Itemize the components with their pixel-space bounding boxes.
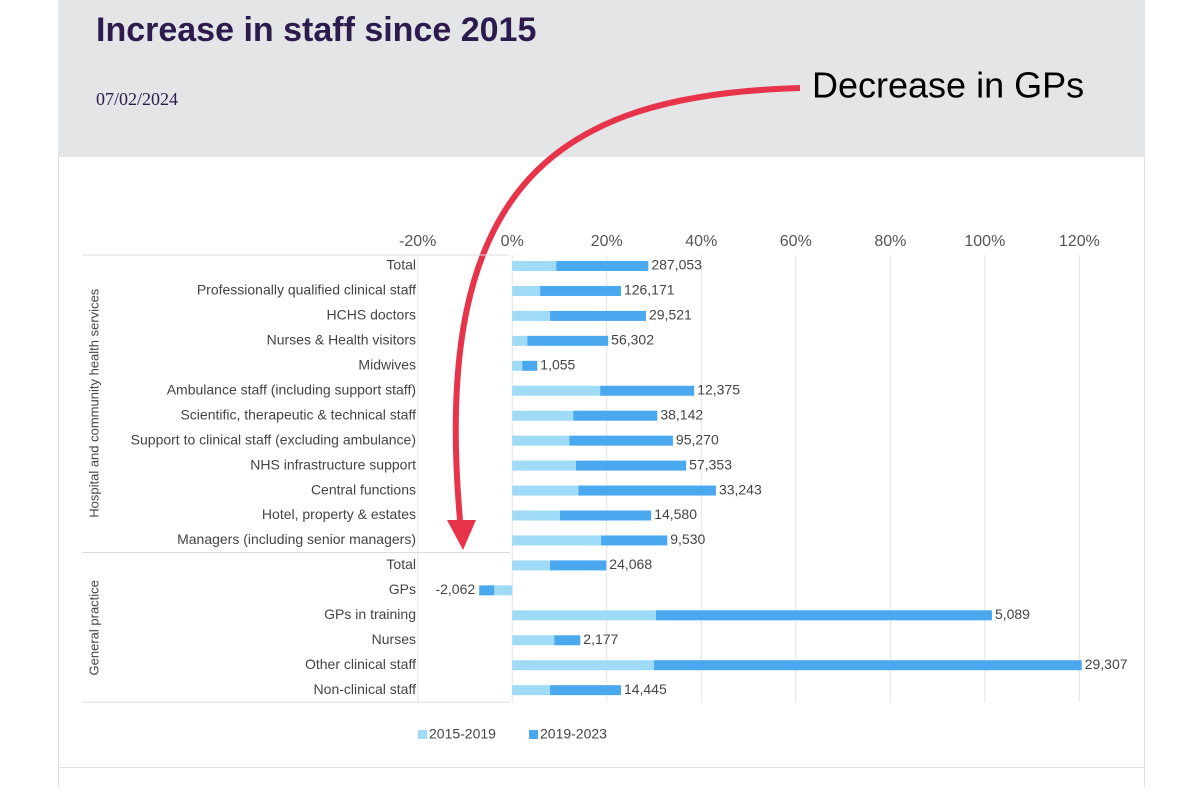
group-label: General practice: [86, 580, 101, 675]
bar-label: 33,243: [719, 481, 762, 497]
bar: [512, 560, 551, 571]
x-tick-label: 100%: [964, 233, 1005, 250]
bar: [601, 535, 668, 546]
bar-label: 14,445: [624, 681, 667, 697]
bar: [479, 585, 495, 596]
bar: [578, 485, 716, 496]
x-tick-label: -20%: [399, 233, 436, 250]
category-label: Scientific, therapeutic & technical staf…: [180, 406, 416, 422]
legend-swatch: [529, 730, 538, 739]
bar-label: 12,375: [697, 381, 740, 397]
x-tick-label: 20%: [591, 233, 623, 250]
bar-label: 2,177: [583, 631, 618, 647]
bar: [576, 460, 687, 471]
bar: [569, 435, 673, 446]
bar: [554, 635, 581, 646]
bar-label: 57,353: [689, 456, 732, 472]
bar: [540, 285, 621, 296]
category-label: Nurses: [372, 631, 416, 647]
bar: [512, 410, 574, 421]
bar-label: 9,530: [670, 531, 705, 547]
group-label: Hospital and community health services: [86, 288, 101, 518]
bar-label: 126,171: [624, 282, 675, 298]
category-label: Hotel, property & estates: [262, 506, 416, 522]
arrow-head: [447, 520, 476, 550]
category-label: GPs: [389, 581, 416, 597]
category-label: Total: [386, 257, 416, 273]
category-label: HCHS doctors: [327, 307, 416, 323]
category-label: Ambulance staff (including support staff…: [167, 381, 416, 397]
bar-label: 29,307: [1085, 656, 1128, 672]
bar: [512, 335, 528, 346]
annotation-arrow: [452, 85, 801, 521]
bar: [527, 335, 609, 346]
x-tick-label: 0%: [501, 233, 524, 250]
header-bg: [58, 0, 1145, 157]
bar-label: 24,068: [609, 556, 652, 572]
bar: [512, 261, 557, 271]
bar-label: 95,270: [676, 431, 719, 447]
bar-label: 14,580: [654, 506, 697, 522]
bar-label: 38,142: [660, 406, 703, 422]
bar: [600, 385, 695, 396]
bar: [512, 385, 601, 396]
legend-label: 2015-2019: [429, 726, 496, 742]
annotation: Decrease in GPs: [812, 65, 1084, 106]
bar: [550, 310, 646, 321]
bar: [512, 310, 551, 321]
bar-label: 56,302: [611, 332, 654, 348]
bar: [550, 685, 621, 696]
bar: [573, 410, 658, 421]
bar-label: -2,062: [435, 581, 475, 597]
category-label: Nurses & Health visitors: [267, 332, 416, 348]
bar-label: 287,053: [651, 257, 702, 273]
category-label: Other clinical staff: [305, 656, 416, 672]
category-label: Non-clinical staff: [314, 681, 417, 697]
category-label: Professionally qualified clinical staff: [197, 282, 416, 298]
bar: [655, 610, 992, 621]
category-label: NHS infrastructure support: [250, 456, 416, 472]
bar: [550, 560, 607, 571]
bar: [512, 610, 656, 621]
bar: [512, 510, 560, 521]
x-tick-label: 80%: [874, 233, 906, 250]
bar: [512, 535, 602, 546]
page-title: Increase in staff since 2015: [96, 11, 536, 49]
bar-label: 29,521: [649, 307, 692, 323]
bar: [512, 685, 551, 696]
bar: [556, 261, 649, 271]
category-label: Midwives: [358, 357, 416, 373]
x-tick-label: 120%: [1059, 233, 1100, 250]
bar-label: 1,055: [540, 357, 575, 373]
bar: [522, 360, 538, 371]
bar: [559, 510, 652, 521]
bar: [512, 635, 555, 646]
bar: [512, 460, 577, 471]
page-date: 07/02/2024: [96, 89, 178, 109]
category-label: GPs in training: [324, 606, 416, 622]
bar-label: 5,089: [995, 606, 1030, 622]
bar: [512, 660, 655, 671]
legend-swatch: [418, 730, 427, 739]
legend-label: 2019-2023: [540, 726, 607, 742]
x-tick-label: 60%: [780, 233, 812, 250]
bar: [512, 435, 570, 446]
category-label: Central functions: [311, 481, 416, 497]
bar: [512, 485, 579, 496]
bar: [512, 285, 541, 296]
bar: [494, 585, 513, 596]
x-tick-label: 40%: [685, 233, 717, 250]
category-label: Total: [386, 556, 416, 572]
bar: [512, 360, 523, 371]
category-label: Support to clinical staff (excluding amb…: [131, 431, 416, 447]
category-label: Managers (including senior managers): [177, 531, 416, 547]
bar: [654, 660, 1082, 671]
